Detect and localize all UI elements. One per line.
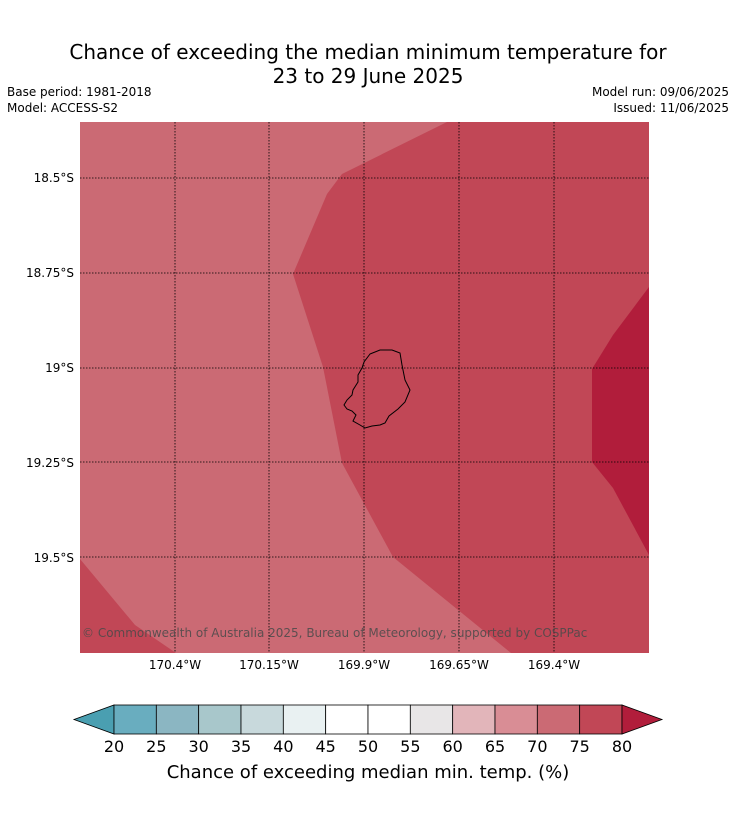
lon-label-170-4: 170.4°W	[148, 658, 202, 672]
niue-island-outline	[343, 349, 411, 429]
colorbar-label: Chance of exceeding median min. temp. (%…	[166, 762, 570, 783]
lat-label-19-25: 19.25°S	[26, 456, 74, 470]
colorbar-segment	[409, 704, 454, 735]
zone-80-plus	[592, 287, 649, 555]
colorbar-segment	[452, 704, 496, 735]
lat-label-18-75: 18.75°S	[26, 266, 74, 280]
colorbar-tick-label: 45	[315, 737, 336, 756]
colorbar-segment	[579, 704, 623, 735]
colorbar-tick-label: 60	[442, 737, 463, 756]
issued-date: Issued: 11/06/2025	[613, 101, 729, 115]
colorbar-tick-label: 65	[484, 737, 506, 756]
colorbar-tick-label: 30	[188, 737, 209, 756]
map-title-line2: 23 to 29 June 2025	[272, 64, 464, 88]
colorbar-tick-label: 55	[400, 737, 421, 756]
zone-75-80	[293, 122, 649, 653]
model-name: Model: ACCESS-S2	[7, 101, 119, 115]
lat-label-19-5: 19.5°S	[33, 551, 74, 565]
colorbar-tick-label: 40	[273, 737, 294, 756]
lat-label-18-5: 18.5°S	[33, 171, 74, 185]
metadata-left: Base period: 1981-2018 Model: ACCESS-S2	[7, 84, 152, 116]
colorbar-tick-label: 50	[357, 737, 379, 756]
colorbar-segment	[240, 704, 284, 735]
lon-label-169-65: 169.65°W	[429, 658, 489, 672]
colorbar-segment	[282, 704, 327, 735]
colorbar-segment	[367, 704, 411, 735]
colorbar-segment	[536, 704, 581, 735]
map-title-line1: Chance of exceeding the median minimum t…	[69, 40, 667, 64]
colorbar-tick-label: 20	[103, 737, 125, 756]
colorbar-tick-label: 35	[230, 737, 252, 756]
colorbar-segment	[325, 704, 369, 735]
gridlines	[80, 122, 649, 653]
metadata-right: Model run: 09/06/2025 Issued: 11/06/2025	[592, 84, 729, 116]
colorbar-segment	[494, 704, 538, 735]
zone-75-80-southwest	[80, 559, 176, 653]
forecast-map: © Commonwealth of Australia 2025, Bureau…	[80, 122, 649, 653]
base-period: Base period: 1981-2018	[7, 85, 152, 99]
copyright-notice: © Commonwealth of Australia 2025, Bureau…	[82, 626, 588, 640]
colorbar	[70, 700, 670, 740]
lon-label-169-4: 169.4°W	[527, 658, 581, 672]
colorbar-segment	[113, 704, 157, 735]
colorbar-over-arrow	[621, 704, 664, 735]
model-run: Model run: 09/06/2025	[591, 85, 729, 99]
colorbar-tick-label: 75	[569, 737, 590, 756]
colorbar-tick-label: 70	[527, 737, 548, 756]
colorbar-tick-label: 25	[146, 737, 167, 756]
colorbar-tick-label: 80	[611, 737, 633, 756]
lon-label-170-15: 170.15°W	[239, 658, 299, 672]
lat-label-19: 19°S	[45, 361, 74, 375]
lon-label-169-9: 169.9°W	[337, 658, 391, 672]
colorbar-segment	[155, 704, 200, 735]
colorbar-segment	[198, 704, 242, 735]
colorbar-under-arrow	[72, 704, 115, 735]
